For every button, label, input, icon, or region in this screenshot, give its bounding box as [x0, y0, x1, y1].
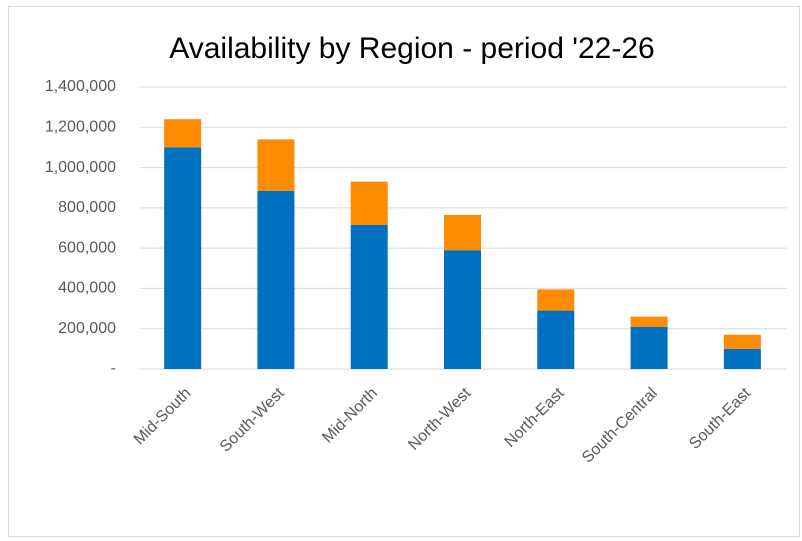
- bar-segment: [164, 147, 202, 369]
- bar-segment: [630, 326, 668, 369]
- y-tick-label: 1,000,000: [45, 159, 116, 176]
- bar-segment: [723, 348, 761, 369]
- bar-segment: [164, 119, 202, 148]
- bar-segment: [723, 334, 761, 349]
- bar-segment: [444, 250, 481, 369]
- y-tick-label: 400,000: [58, 280, 116, 297]
- bar-segment: [444, 214, 481, 251]
- chart-title: Availability by Region - period '22-26: [169, 32, 654, 65]
- y-tick-label: -: [111, 360, 116, 377]
- y-tick-label: 1,200,000: [45, 119, 116, 136]
- chart-frame: [8, 6, 800, 537]
- y-tick-label: 800,000: [58, 199, 116, 216]
- bar-segment: [350, 224, 388, 369]
- bar-segment: [257, 139, 295, 191]
- bar-segment: [537, 310, 575, 369]
- bar-segment: [537, 289, 575, 311]
- bar-segment: [350, 181, 388, 225]
- bar-segment: [257, 190, 295, 369]
- y-tick-label: 200,000: [58, 320, 116, 337]
- bar-segment: [630, 316, 668, 327]
- y-tick-label: 1,400,000: [45, 78, 116, 95]
- y-tick-label: 600,000: [58, 239, 116, 256]
